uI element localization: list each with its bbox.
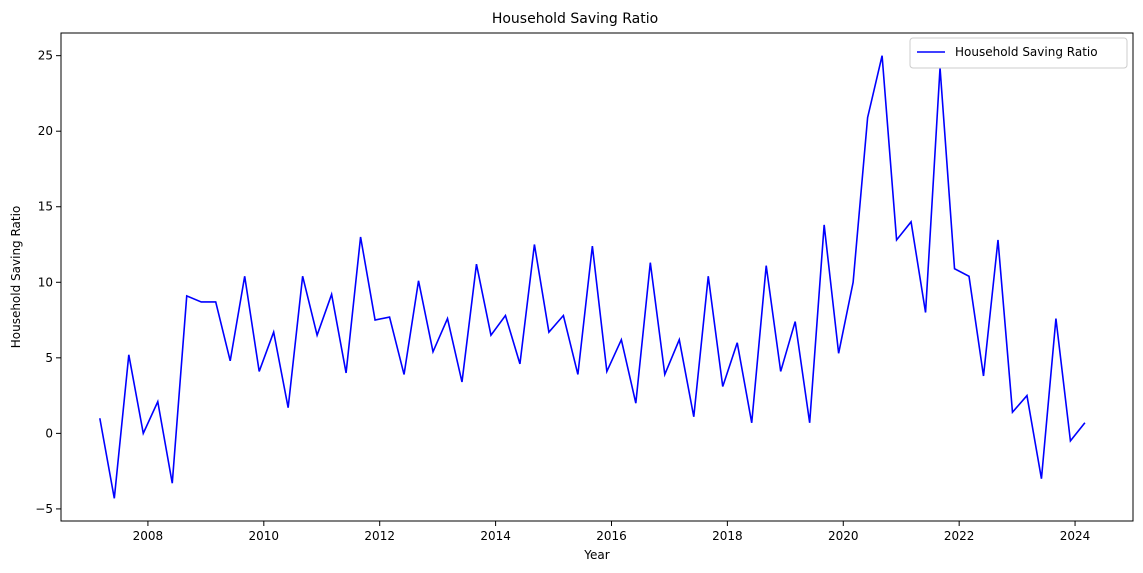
x-tick-label: 2012: [364, 529, 395, 543]
y-tick-label: 15: [38, 200, 53, 214]
x-tick-label: 2016: [596, 529, 627, 543]
x-tick-label: 2014: [480, 529, 511, 543]
y-tick-label: −5: [35, 502, 53, 516]
x-tick-label: 2008: [133, 529, 164, 543]
legend-box: [909, 37, 1128, 69]
x-tick-label: 2018: [712, 529, 743, 543]
x-tick-label: 2020: [828, 529, 859, 543]
y-tick-label: 25: [38, 49, 53, 63]
series-line-household-saving-ratio: [99, 55, 1086, 499]
x-tick-label: 2022: [944, 529, 975, 543]
x-axis-label: Year: [583, 548, 609, 562]
x-tick-label: 2010: [249, 529, 280, 543]
x-axis: 2008 2010 2012 2014 2016 2018 2020 2022 2024: [133, 521, 1091, 543]
y-tick-label: 5: [45, 351, 53, 365]
axes-frame: [60, 32, 1134, 522]
x-tick-label: 2024: [1060, 529, 1091, 543]
plot-area: [99, 55, 1086, 499]
y-axis-label: Household Saving Ratio: [9, 206, 23, 349]
y-tick-label: 0: [45, 426, 53, 440]
legend-label: Household Saving Ratio: [955, 45, 1098, 59]
chart-title: Household Saving Ratio: [492, 11, 658, 27]
y-tick-label: 10: [38, 275, 53, 289]
y-tick-label: 20: [38, 124, 53, 138]
y-axis: −5 0 5 10 15 20 25: [35, 49, 61, 516]
legend: Household Saving Ratio: [909, 37, 1128, 69]
